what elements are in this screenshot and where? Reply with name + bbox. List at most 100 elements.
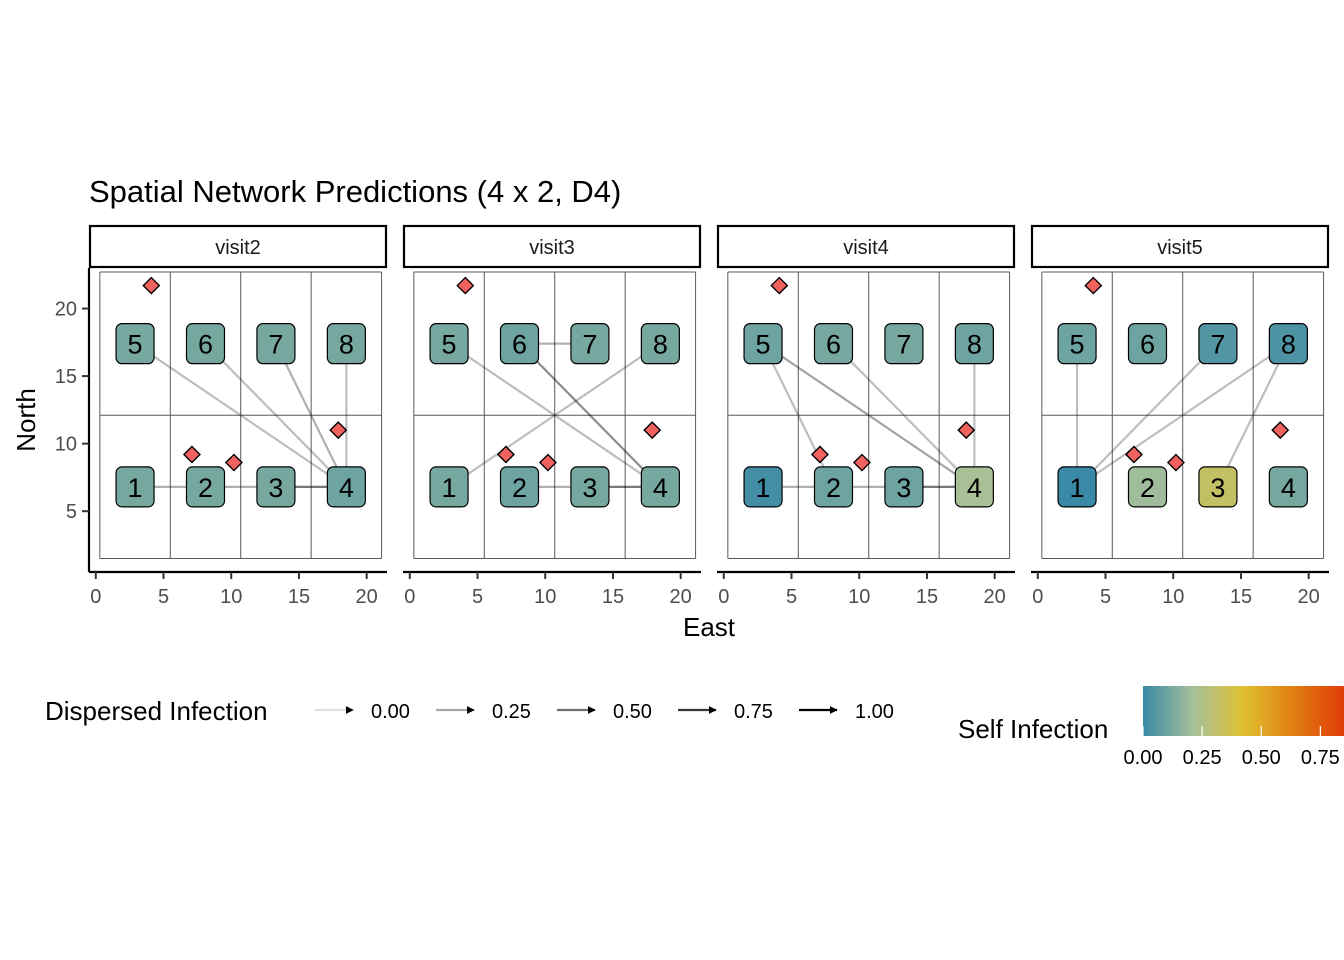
node-8: 8 [1268,323,1308,365]
x-tick-label: 5 [472,586,483,608]
node-5: 5 [1057,323,1097,365]
node-box [884,323,924,365]
strip-box [88,224,388,269]
node-box [743,466,783,508]
legend-key-label: 0.50 [613,701,652,723]
node-7: 7 [884,323,924,365]
edge-5-to-2 [762,343,835,488]
edge-4-to-6 [204,342,348,488]
node-2: 2 [813,466,854,508]
x-tick-label: 20 [670,586,692,608]
legend-self-colorbar [1143,686,1344,736]
y-tick-label: 15 [55,366,77,388]
node-box [743,323,783,365]
node-label: 8 [967,330,982,360]
x-tick-label: 10 [534,586,556,608]
legend-key-label: 0.00 [371,701,410,723]
diamond-point [182,445,201,464]
node-2: 2 [185,466,226,508]
x-tick-label: 20 [1298,586,1320,608]
node-3: 3 [1198,466,1238,508]
panel-visit5: visit5 0 5 10 15 20 1 2 3 4 5 6 7 8 [1030,224,1330,608]
node-box [1268,323,1308,365]
node-box [1057,323,1097,365]
node-box [499,323,540,365]
node-box [1127,466,1168,508]
node-label: 1 [1070,473,1085,503]
node-1: 1 [1057,466,1097,508]
node-box [429,323,469,365]
node-label: 8 [1281,330,1296,360]
chart-title: Spatial Network Predictions (4 x 2, D4) [89,174,621,209]
x-tick-label: 15 [602,586,624,608]
strip-label: visit2 [215,237,261,259]
legend-dispersed-infection: Dispersed Infection 0.00 0.25 0.50 0.75 1.00 [45,696,894,726]
node-box [1057,466,1097,508]
edge-group [1073,342,1290,488]
node-box [115,466,155,508]
node-label: 3 [896,473,911,503]
diamond-point [496,445,515,464]
node-1: 1 [429,466,469,508]
node-8: 8 [640,323,680,365]
legend-key: 0.50 [557,701,652,723]
diamond-point [456,276,475,295]
node-5: 5 [429,323,469,365]
diamond-point [852,453,871,472]
cell-grid [413,271,697,559]
node-box [256,466,296,508]
node-box [954,323,994,365]
node-label: 2 [512,473,527,503]
node-8: 8 [326,323,366,365]
node-7: 7 [570,323,610,365]
x-tick-label: 0 [1032,586,1043,608]
cell-grid [99,271,383,559]
node-7: 7 [1198,323,1238,365]
node-4: 4 [326,466,366,508]
edge-3-to-8 [1216,342,1290,488]
diamond-point [957,421,976,440]
node-box [570,466,610,508]
x-tick-label: 5 [1100,586,1111,608]
diamond-point [142,276,161,295]
node-label: 7 [896,330,911,360]
node-label: 7 [268,330,283,360]
panel-visit4: visit4 0 5 10 15 20 1 2 3 4 5 6 7 8 [716,224,1016,608]
node-label: 7 [1210,330,1225,360]
node-label: 4 [1281,473,1296,503]
node-3: 3 [884,466,924,508]
node-label: 2 [826,473,841,503]
x-tick-label: 0 [404,586,415,608]
node-label: 3 [1210,473,1225,503]
node-box [185,323,226,365]
x-tick-label: 10 [1162,586,1184,608]
y-tick-label: 20 [55,299,77,321]
node-label: 4 [339,473,354,503]
legend-dispersed-keys: 0.00 0.25 0.50 0.75 1.00 [315,701,894,723]
node-box [1268,466,1308,508]
cell-grid [727,271,1011,559]
node-box [499,466,540,508]
node-box [884,466,924,508]
node-box [640,466,680,508]
node-box [256,323,296,365]
legend-self-tick-label: 0.00 [1124,747,1163,769]
legend-self-tick-label: 0.50 [1242,747,1281,769]
node-label: 6 [198,330,213,360]
node-box [813,323,854,365]
node-3: 3 [256,466,296,508]
legend-key-label: 0.25 [492,701,531,723]
node-box [429,466,469,508]
node-7: 7 [256,323,296,365]
strip-box [402,224,702,269]
panel-visit3: visit3 0 5 10 15 20 1 2 3 4 5 6 7 8 [402,224,702,608]
node-5: 5 [115,323,155,365]
edge-1-to-8 [448,342,662,488]
legend-self-tick-label: 0.25 [1183,747,1222,769]
diamond-point [224,453,243,472]
node-label: 1 [128,473,143,503]
x-tick-label: 10 [848,586,870,608]
node-box [570,323,610,365]
legend-key-label: 1.00 [855,701,894,723]
node-2: 2 [499,466,540,508]
